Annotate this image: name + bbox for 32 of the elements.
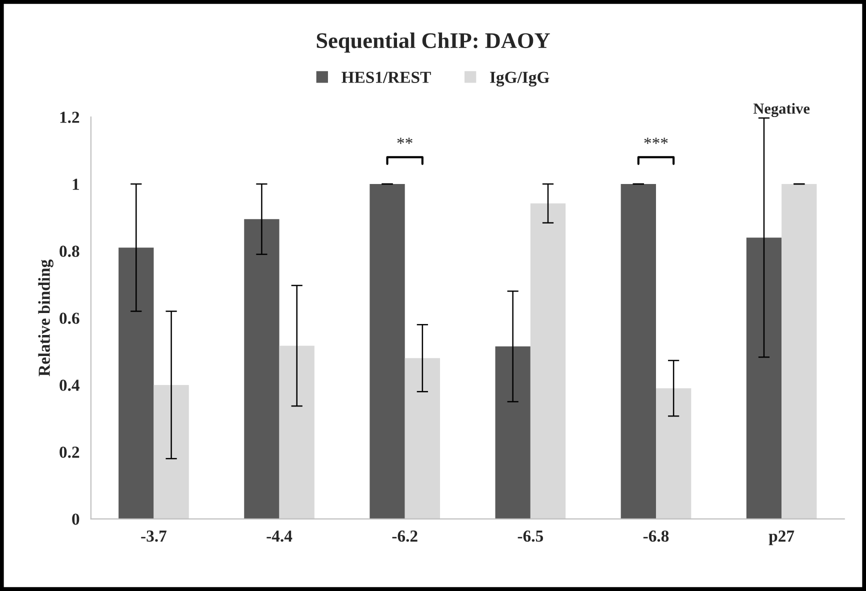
y-tick-label: 0.8 <box>60 246 80 257</box>
y-tick-label: 0.4 <box>60 380 80 391</box>
bar <box>154 384 189 519</box>
y-tick-label: 1.2 <box>60 112 80 124</box>
bar <box>782 184 817 519</box>
annotation: ** <box>397 138 412 144</box>
bar <box>279 346 314 519</box>
bar <box>620 184 656 519</box>
bar <box>118 248 154 519</box>
bar <box>495 346 530 519</box>
x-tick-label: -6.5 <box>518 530 544 542</box>
bar <box>530 203 566 519</box>
bar <box>746 238 782 519</box>
y-tick-label: 0.6 <box>60 312 80 324</box>
y-tick-label: 1 <box>72 178 79 190</box>
legend-label: HES1/REST <box>342 72 431 83</box>
x-tick-label: p27 <box>768 530 794 546</box>
x-tick-label: -6.2 <box>392 530 418 542</box>
text: Negative <box>753 103 810 118</box>
legend-label: IgG/IgG <box>490 72 550 86</box>
y-tick-label: 0 <box>72 514 80 525</box>
bar <box>656 388 692 519</box>
bar <box>244 219 280 519</box>
x-tick-label: -4.4 <box>266 530 292 542</box>
bar <box>370 184 405 519</box>
y-tick-label: 0.2 <box>60 446 80 458</box>
bar <box>404 358 440 519</box>
y-axis-title: Relative binding <box>38 260 54 376</box>
chart-title: Sequential ChIP: DAOY <box>316 32 550 53</box>
annotation: *** <box>644 138 668 144</box>
x-tick-label: -3.7 <box>141 530 166 542</box>
x-tick-label: -6.8 <box>643 530 669 542</box>
